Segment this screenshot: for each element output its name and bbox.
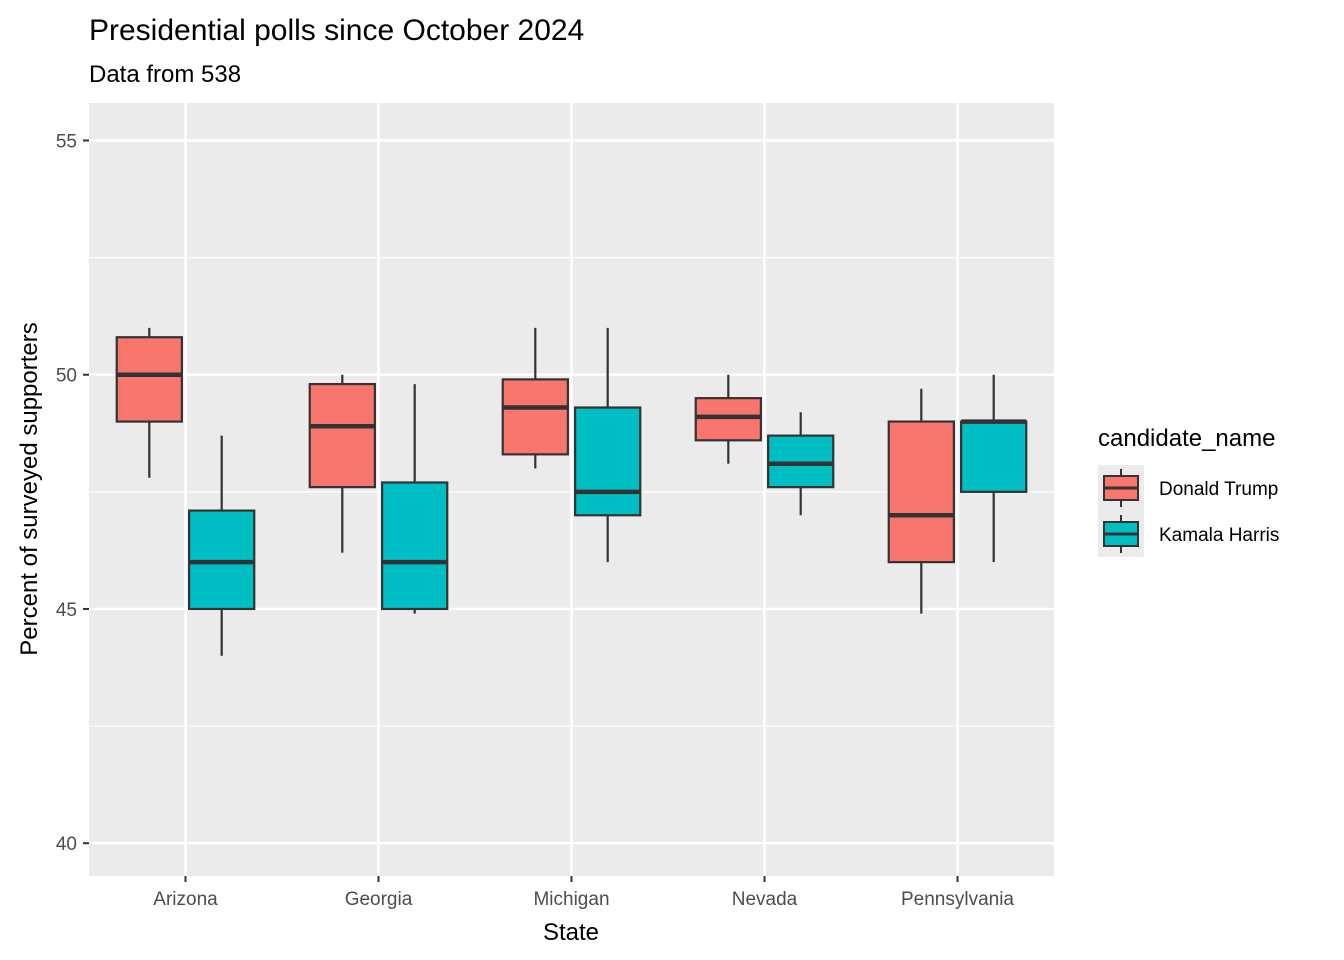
box-kamala-harris-michigan: [574, 327, 642, 563]
box-donald-trump-michigan: [501, 327, 569, 469]
legend-label: Kamala Harris: [1159, 525, 1279, 546]
legend-item-kamala-harris: Kamala Harris: [1098, 511, 1279, 557]
box-body: [767, 434, 835, 489]
y-tick-label: 45: [56, 600, 77, 621]
x-tick-label: Michigan: [533, 889, 609, 910]
box-body: [501, 378, 569, 456]
box-body: [188, 509, 256, 611]
box-body: [694, 397, 762, 442]
box-kamala-harris-pennsylvania: [960, 374, 1028, 563]
box-kamala-harris-nevada: [767, 412, 835, 516]
box-body: [381, 481, 449, 611]
legend-label: Donald Trump: [1159, 479, 1278, 500]
box-donald-trump-nevada: [694, 374, 762, 464]
box-body: [308, 382, 376, 489]
box-kamala-harris-arizona: [188, 435, 256, 656]
x-tick-label: Nevada: [732, 889, 798, 910]
box-body: [115, 336, 183, 423]
chart-subtitle: Data from 538: [89, 61, 241, 88]
x-axis: Arizona Georgia Michigan Nevada Pennsylvania: [153, 876, 1014, 910]
y-tick-label: 50: [56, 366, 77, 387]
box-donald-trump-georgia: [308, 374, 376, 553]
legend-title: candidate_name: [1098, 425, 1275, 452]
box-donald-trump-pennsylvania: [887, 388, 955, 614]
legend-item-donald-trump: Donald Trump: [1098, 465, 1278, 511]
x-tick-label: Georgia: [345, 889, 413, 910]
legend: candidate_name Donald Trump Kamala Harris: [1098, 425, 1279, 557]
box-kamala-harris-georgia: [381, 384, 449, 614]
box-layer: [115, 327, 1028, 656]
chart-title: Presidential polls since October 2024: [89, 14, 584, 47]
x-tick-label: Arizona: [153, 889, 218, 910]
y-axis-title: Percent of surveyed supporters: [16, 322, 43, 656]
x-axis-title: State: [543, 919, 599, 946]
y-tick-label: 40: [56, 834, 77, 855]
y-axis: 40 45 50 55: [56, 131, 89, 855]
y-tick-label: 55: [56, 131, 77, 152]
box-body: [960, 420, 1028, 493]
box-body: [887, 420, 955, 564]
x-tick-label: Pennsylvania: [901, 889, 1014, 910]
box-body: [574, 406, 642, 517]
major-gridlines: [89, 103, 1054, 876]
box-donald-trump-arizona: [115, 327, 183, 478]
